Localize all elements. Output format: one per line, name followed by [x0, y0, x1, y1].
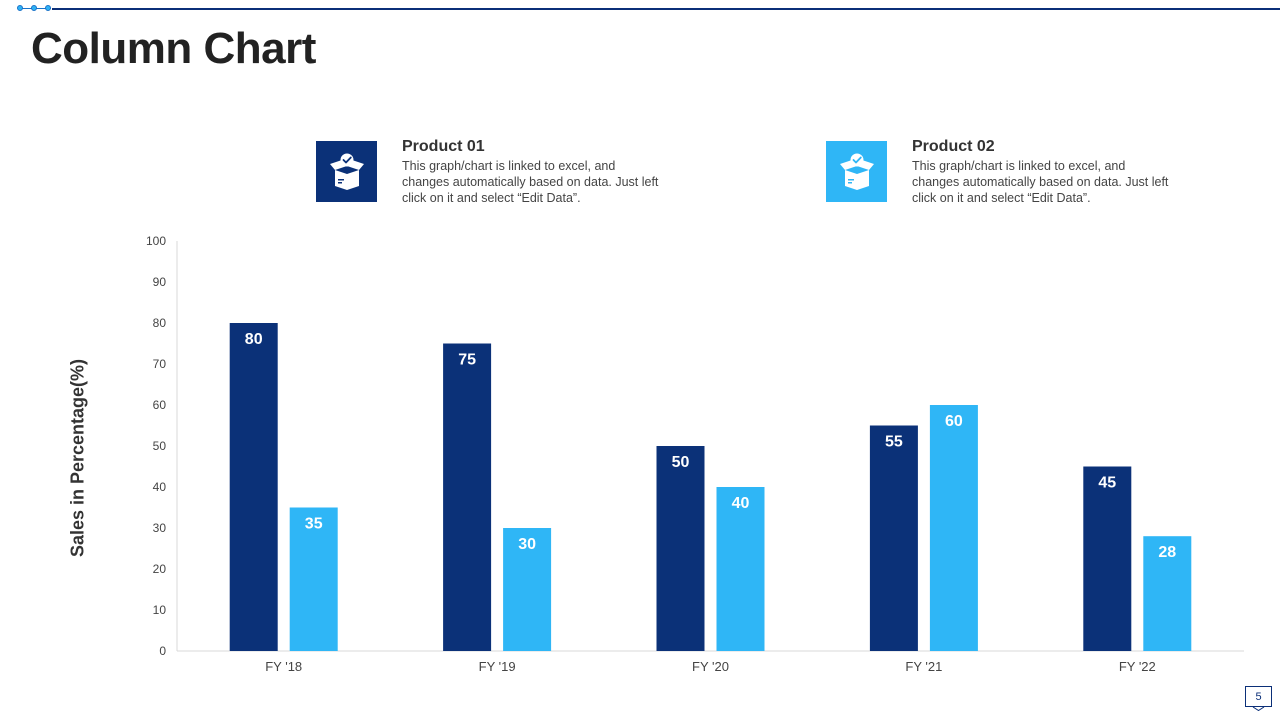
bar-product-02	[503, 528, 552, 651]
bar-product-02	[716, 487, 765, 651]
x-tick-label: FY '18	[265, 659, 302, 674]
y-tick-label: 30	[153, 521, 167, 535]
bar-product-01	[443, 343, 492, 651]
y-tick-label: 0	[159, 644, 166, 658]
bar-product-02	[1143, 536, 1192, 651]
bar-product-02	[289, 507, 338, 651]
open-box-check-icon	[826, 141, 887, 202]
y-tick-label: 10	[153, 603, 167, 617]
legend-product-01: Product 01 This graph/chart is linked to…	[316, 138, 676, 208]
data-label: 30	[518, 536, 536, 553]
y-tick-label: 80	[153, 316, 167, 330]
data-label: 45	[1098, 475, 1116, 492]
y-tick-label: 60	[153, 398, 167, 412]
page-title: Column Chart	[31, 24, 316, 73]
y-tick-label: 70	[153, 357, 167, 371]
bar-product-01	[1083, 466, 1132, 651]
bar-product-02	[929, 405, 978, 651]
y-axis-label: Sales in Percentage(%)	[67, 358, 88, 558]
data-label: 50	[672, 454, 690, 471]
data-label: 28	[1158, 544, 1176, 561]
page-badge-stand-icon	[1252, 707, 1265, 711]
y-tick-label: 90	[153, 275, 167, 289]
legend-description: This graph/chart is linked to excel, and…	[402, 159, 659, 205]
data-label: 75	[458, 352, 476, 369]
legend-description: This graph/chart is linked to excel, and…	[912, 159, 1169, 205]
legend-product-02: Product 02 This graph/chart is linked to…	[826, 138, 1186, 208]
bar-product-01	[869, 425, 918, 651]
open-box-check-icon	[316, 141, 377, 202]
legend-title: Product 01	[402, 138, 485, 155]
x-tick-label: FY '19	[479, 659, 516, 674]
x-tick-label: FY '20	[692, 659, 729, 674]
page-number: 5	[1245, 686, 1272, 707]
y-tick-label: 40	[153, 480, 167, 494]
data-label: 35	[305, 516, 323, 533]
header-divider	[52, 8, 1280, 10]
x-tick-label: FY '21	[905, 659, 942, 674]
legend-title: Product 02	[912, 138, 995, 155]
x-tick-label: FY '22	[1119, 659, 1156, 674]
bar-product-01	[229, 323, 278, 651]
data-label: 60	[945, 413, 963, 430]
data-label: 80	[245, 331, 263, 348]
header-decoration	[17, 5, 53, 13]
y-tick-label: 20	[153, 562, 167, 576]
data-label: 55	[885, 434, 903, 451]
y-tick-label: 50	[153, 439, 167, 453]
bar-product-01	[656, 446, 705, 651]
data-label: 40	[732, 495, 750, 512]
y-tick-label: 100	[146, 234, 166, 248]
